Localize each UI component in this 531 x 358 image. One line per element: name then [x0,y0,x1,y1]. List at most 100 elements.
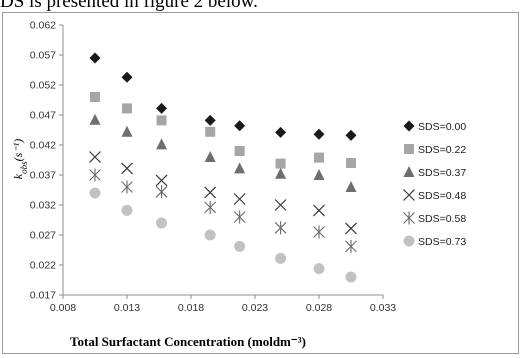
legend-marker [403,211,415,225]
x-tick-label: 0.013 [114,302,140,314]
data-point [234,120,246,132]
x-marker-stroke [403,189,415,201]
data-point [89,187,101,199]
y-tick-label: 0.032 [30,200,56,212]
data-point [204,186,217,199]
x-axis-title: Total Surfactant Concentration (moldm⁻³) [70,334,306,349]
data-point [122,103,132,114]
legend-label: SDS=0.48 [418,190,466,202]
data-point [204,200,217,214]
data-point [121,125,133,137]
legend-label: SDS=0.22 [418,144,466,156]
legend-item: SDS=0.48 [403,189,466,202]
data-point [345,181,357,192]
y-tick-label: 0.062 [30,20,56,32]
data-point [275,252,287,264]
data-point [90,92,100,102]
data-point [234,162,246,174]
data-point [121,204,133,216]
data-point [313,263,325,275]
data-point [89,52,101,64]
data-point [274,221,287,235]
x-marker-stroke [155,174,168,187]
x-marker-stroke [313,204,325,217]
y-tick-label: 0.027 [30,230,56,242]
data-point [274,199,287,211]
data-point [275,167,287,179]
data-point [346,158,356,168]
data-point [345,129,357,141]
y-tick-label: 0.052 [30,80,56,92]
legend-item: SDS=0.58 [403,211,466,225]
legend-marker [404,144,414,154]
series-4 [89,151,357,235]
data-point [121,180,133,194]
data-point [156,217,168,229]
data-point [89,151,101,163]
data-point [314,152,324,163]
y-tick-label: 0.057 [30,50,56,62]
data-point [275,126,287,138]
legend-item: SDS=0.73 [403,235,466,248]
data-point [313,169,325,180]
legend-marker [403,166,415,177]
y-tick-label: 0.047 [30,110,56,122]
y-axis-title: kobs(s⁻¹) [11,139,29,179]
data-point [313,225,325,239]
legend-label: SDS=0.73 [418,236,466,248]
data-point [345,239,357,253]
data-point [313,204,325,217]
series-3 [89,113,357,192]
data-point [233,193,246,205]
legend: SDS=0.00 SDS=0.22 SDS=0.37 SDS=0.48 SDS=0.58… [403,120,466,248]
data-points [89,52,357,283]
x-marker-stroke [89,151,101,163]
series-1 [89,52,357,141]
data-point [275,158,286,169]
data-point [156,138,168,150]
x-tick-label: 0.018 [178,302,204,314]
legend-label: SDS=0.00 [418,121,466,133]
data-point [121,162,133,175]
x-tick-label: 0.033 [370,302,396,314]
legend-marker [403,189,415,201]
legend-label: SDS=0.37 [418,167,466,179]
data-point [89,113,101,125]
y-tick-label: 0.042 [30,140,56,152]
data-point [234,240,246,252]
legend-item: SDS=0.00 [403,120,466,133]
x-marker-stroke [345,222,357,235]
x-tick-label: 0.028 [306,302,332,314]
axes [62,25,383,296]
legend-marker [403,120,415,132]
series-5 [89,168,357,253]
legend-item: SDS=0.37 [403,166,466,179]
context-text: DS is presented in figure 2 below. [0,0,258,12]
data-point [89,168,101,182]
legend-marker [403,235,415,247]
data-point [233,210,246,224]
data-point [156,102,168,114]
x-marker-stroke [274,199,287,211]
chart-area: 0.008 0.013 0.018 0.023 0.028 0.033 0.017 0.02… [2,12,519,354]
data-point [204,229,216,241]
data-point [205,126,216,137]
data-point [121,71,133,83]
data-point [345,222,357,235]
x-marker-stroke [121,162,133,175]
data-point [155,185,168,199]
data-point [313,128,325,140]
data-point [234,146,245,156]
scatter-chart: 0.008 0.013 0.018 0.023 0.028 0.033 0.017 0.02… [11,20,466,350]
data-point [204,151,216,162]
x-tick-label: 0.008 [50,302,76,314]
data-point [204,114,216,126]
series-2 [90,92,356,169]
y-ticks: 0.017 0.022 0.027 0.032 0.037 0.042 0.047 0.052… [30,20,63,302]
legend-item: SDS=0.22 [404,144,466,156]
series-6 [89,187,357,283]
x-tick-label: 0.023 [242,302,268,314]
y-tick-label: 0.017 [30,290,56,302]
y-tick-label: 0.022 [30,260,56,272]
x-ticks: 0.008 0.013 0.018 0.023 0.028 0.033 [50,295,396,314]
